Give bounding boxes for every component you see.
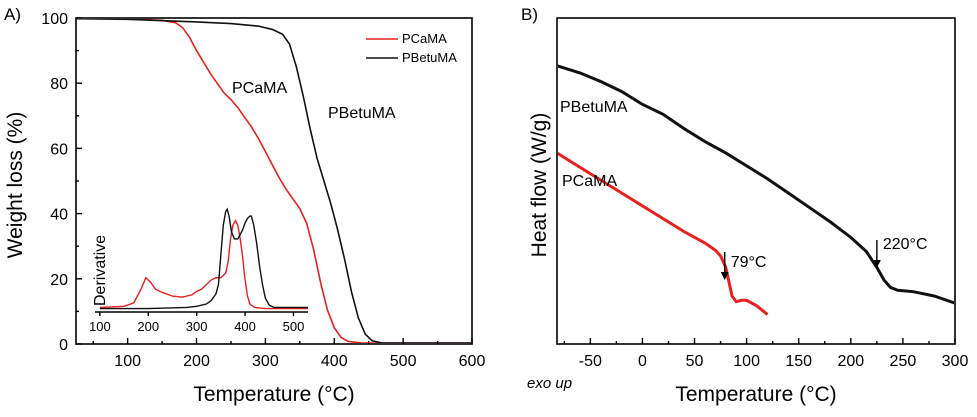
panel-a-y-tick-label: 60 — [50, 141, 68, 158]
panel-a-x-tick-label: 400 — [321, 353, 348, 370]
pcama-dsc-line — [558, 151, 769, 316]
tg-label-79: 79°C — [731, 254, 767, 271]
panel-a-y-axis-title: Weight loss (%) — [4, 112, 27, 259]
pbetuma-tga-line — [77, 19, 471, 343]
tg-arrowhead-79 — [720, 272, 729, 280]
panel-b-frame — [556, 17, 956, 345]
legend-label-pbetuma: PBetuMA — [402, 50, 457, 65]
panel-a-x-tick-label: 500 — [390, 353, 417, 370]
pbetuma-curve-label: PBetuMA — [328, 105, 396, 122]
pcama-curve-label: PCaMA — [232, 80, 287, 97]
panel-a-x-tick-label: 300 — [252, 353, 279, 370]
panel-b-y-axis-title: Heat flow (W/g) — [528, 113, 551, 258]
inset-x-tick-label: 300 — [186, 319, 208, 334]
pbetuma-derivative-line — [99, 207, 308, 310]
panel-a-legend: PCaMA PBetuMA — [366, 31, 457, 65]
panel-b-x-tick-label: 100 — [733, 353, 760, 370]
tg-marker-79: 79°C — [720, 252, 767, 280]
pcama-derivative-line — [99, 219, 308, 310]
panel-a-y-tick-label: 80 — [50, 76, 68, 93]
panel-a-frame — [75, 17, 473, 345]
panel-b-x-tick-label: 0 — [638, 353, 647, 370]
panel-a-x-tick-label: 100 — [114, 353, 141, 370]
tg-arrowhead-220 — [872, 260, 881, 268]
panel-a-y-tick-label: 0 — [59, 337, 68, 354]
inset-x-tick-label: 200 — [137, 319, 159, 334]
panel-b-x-ticks: -50 0 50 100 150 200 250 300 — [563, 338, 969, 370]
tg-label-220: 220°C — [883, 236, 928, 253]
panel-a-x-ticks: 100 200 300 400 500 600 — [92, 338, 486, 370]
pcama-dsc-label: PCaMA — [562, 173, 617, 190]
panel-a-y-tick-label: 100 — [41, 11, 68, 28]
inset-x-tick-label: 400 — [234, 319, 256, 334]
pbetuma-dsc-line — [558, 64, 954, 305]
inset-x-tick-label: 100 — [89, 319, 111, 334]
panel-b: B) -50 0 50 100 150 200 250 300 Temperature (°C… — [521, 5, 968, 406]
pbetuma-dsc-label: PBetuMA — [560, 99, 628, 116]
panel-a-x-axis-title: Temperature (°C) — [193, 383, 354, 406]
pcama-tga-line — [86, 19, 471, 343]
panel-b-x-tick-label: -50 — [579, 353, 602, 370]
panel-b-x-tick-label: 50 — [686, 353, 704, 370]
panel-b-x-tick-label: 150 — [785, 353, 812, 370]
tg-marker-220: 220°C — [872, 236, 928, 268]
inset-y-axis-title: Derivative — [92, 235, 109, 306]
panel-a-label: A) — [4, 5, 21, 24]
panel-b-x-axis-title: Temperature (°C) — [675, 383, 836, 406]
inset-x-ticks: 100 200 300 400 500 — [89, 312, 304, 334]
panel-b-x-tick-label: 250 — [890, 353, 917, 370]
inset-x-tick-label: 500 — [283, 319, 305, 334]
panel-b-x-tick-label: 300 — [942, 353, 969, 370]
exo-up-note: exo up — [527, 375, 572, 392]
panel-b-label: B) — [521, 5, 538, 24]
panel-a-x-tick-label: 600 — [459, 353, 486, 370]
panel-a: A) 100 200 300 400 500 600 0 20 40 60 80 100 Tempe… — [4, 5, 485, 406]
panel-a-y-ticks: 0 20 40 60 80 100 — [41, 11, 82, 354]
panel-a-x-tick-label: 200 — [183, 353, 210, 370]
panel-a-y-tick-label: 20 — [50, 272, 68, 289]
panel-b-x-tick-label: 200 — [837, 353, 864, 370]
derivative-inset: 100 200 300 400 500 Derivative — [89, 207, 308, 334]
legend-label-pcama: PCaMA — [402, 31, 447, 46]
panel-a-y-tick-label: 40 — [50, 207, 68, 224]
